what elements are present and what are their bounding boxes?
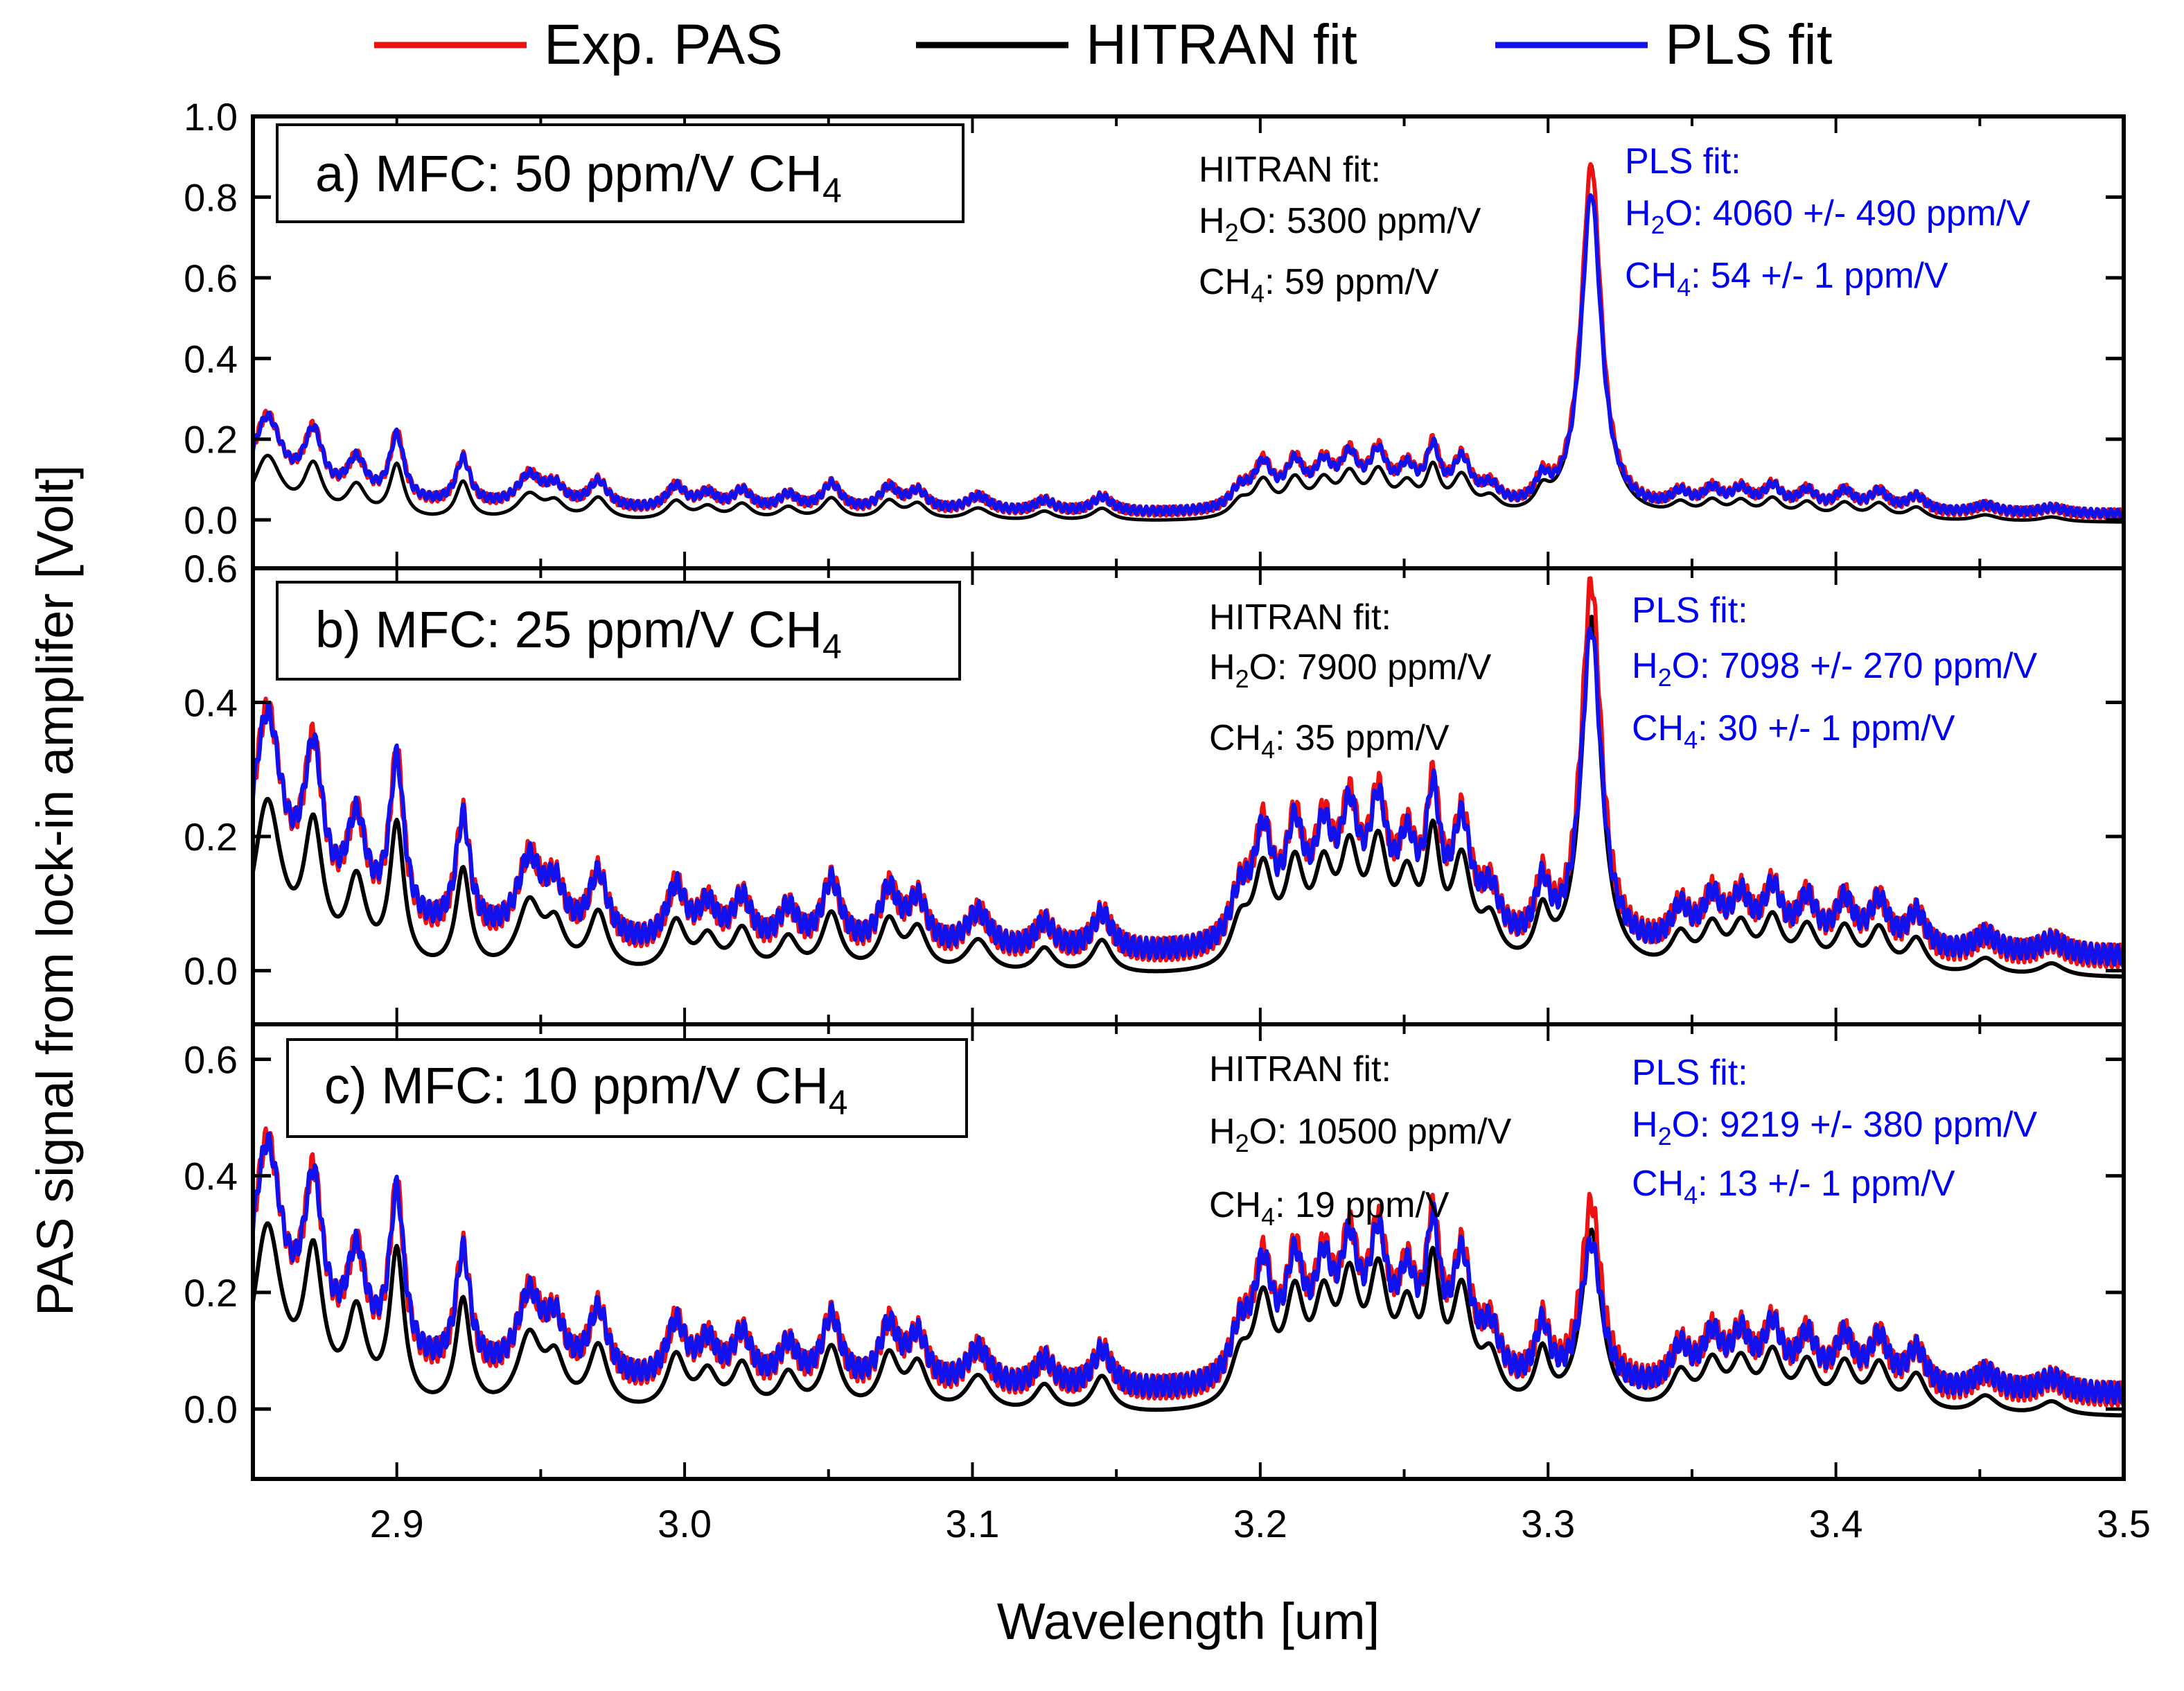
panel-a-hitran-title: HITRAN fit: <box>1199 150 1381 190</box>
panel-b-hitran-title: HITRAN fit: <box>1209 597 1391 638</box>
panel-c: 0.0 0.2 0.4 0.6 c) MFC: 10 ppm/V CH4 HITRAN… <box>184 1022 2126 1481</box>
panel-b-y-axis: 0.0 0.2 0.4 0.6 <box>184 547 2124 993</box>
panel-a-y-tick-label: 0.2 <box>184 418 238 462</box>
panel-c-hitran-note: HITRAN fit: H2O: 10500 ppm/V CH4: 19 ppm… <box>1209 1049 1512 1231</box>
legend-entry-pls: PLS fit <box>1495 13 1833 76</box>
panel-b-y-tick-label: 0.4 <box>184 681 238 725</box>
panel-c-pls-note: PLS fit: H2O: 9219 +/- 380 ppm/V CH4: 13… <box>1632 1053 2037 1209</box>
legend-entry-hitran: HITRAN fit <box>916 13 1357 76</box>
panel-c-pls-title: PLS fit: <box>1632 1053 1748 1093</box>
panel-b-y-tick-label: 0.6 <box>184 547 238 590</box>
panel-c-series-pls <box>253 1131 2124 1405</box>
panel-a-label-box: a) MFC: 50 ppm/V CH4 <box>276 123 965 223</box>
panel-a: 0.00.20.40.60.81.0 a) MFC: 50 ppm/V CH4 … <box>184 95 2126 570</box>
panel-a-hitran-note: HITRAN fit: H2O: 5300 ppm/V CH4: 59 ppm/… <box>1199 150 1481 308</box>
panel-b-series-hitran <box>253 615 2124 979</box>
y-axis-title: PAS signal from lock-in amplifer [Volt] <box>26 465 84 1316</box>
panel-a-series-pls <box>253 193 2124 520</box>
panel-b-label-box: b) MFC: 25 ppm/V CH4 <box>276 581 961 681</box>
x-tick-label: 3.5 <box>2097 1502 2151 1545</box>
panel-b-pls-note: PLS fit: H2O: 7098 +/- 270 ppm/V CH4: 30… <box>1632 590 2037 754</box>
panel-b-hitran-note: HITRAN fit: H2O: 7900 ppm/V CH4: 35 ppm/… <box>1209 597 1492 764</box>
panel-a-y-axis: 0.0 0.2 0.4 0.6 0.8 1.0 <box>184 95 2124 542</box>
x-tick-label: 3.0 <box>658 1502 712 1545</box>
x-axis-title: Wavelength [um] <box>997 1593 1380 1650</box>
legend-entry-exp: Exp. PAS <box>374 13 783 76</box>
panel-b-hitran-ch4: CH4: 35 ppm/V <box>1209 718 1450 764</box>
panel-b: 0.0 0.2 0.4 0.6 b) MFC: 25 ppm/V CH4 HITRAN… <box>184 547 2126 1026</box>
panel-c-hitran-title: HITRAN fit: <box>1209 1049 1391 1089</box>
panel-b-x-ticks <box>252 568 2125 1024</box>
panel-c-label-box: c) MFC: 10 ppm/V CH4 <box>286 1038 968 1138</box>
panel-a-series <box>253 161 2124 524</box>
panel-a-pls-note: PLS fit: H2O: 4060 +/- 490 ppm/V CH4: 54… <box>1625 141 2030 301</box>
panel-b-pls-title: PLS fit: <box>1632 590 1748 631</box>
panel-b-series <box>253 576 2124 979</box>
x-tick-label: 3.3 <box>1521 1502 1575 1545</box>
panel-a-y-tick-label: 0.0 <box>184 498 238 542</box>
panel-a-series-hitran <box>253 164 2124 524</box>
panel-a-y-tick-label: 1.0 <box>184 95 238 139</box>
panel-a-pls-ch4: CH4: 54 +/- 1 ppm/V <box>1625 256 1948 301</box>
panel-a-pls-title: PLS fit: <box>1625 141 1741 182</box>
legend-label-exp: Exp. PAS <box>544 13 783 76</box>
panel-a-y-tick-label: 0.4 <box>184 337 238 380</box>
panel-c-hitran-ch4: CH4: 19 ppm/V <box>1209 1185 1450 1231</box>
legend-label-pls: PLS fit <box>1665 13 1833 76</box>
x-tick-label: 2.9 <box>370 1502 424 1545</box>
panel-c-y-tick-label: 0.0 <box>184 1387 238 1431</box>
panel-b-pls-h2o: H2O: 7098 +/- 270 ppm/V <box>1632 646 2037 692</box>
x-tick-label: 3.2 <box>1233 1502 1287 1545</box>
legend: Exp. PAS HITRAN fit PLS fit <box>374 13 1833 76</box>
panel-b-y-tick-label: 0.2 <box>184 815 238 859</box>
panel-a-y-tick-label: 0.8 <box>184 175 238 219</box>
legend-label-hitran: HITRAN fit <box>1086 13 1357 76</box>
panel-c-y-tick-label: 0.2 <box>184 1271 238 1315</box>
x-axis: 2.9 3.0 3.1 3.2 3.3 3.4 3.5 <box>370 1502 2151 1545</box>
panel-c-pls-h2o: H2O: 9219 +/- 380 ppm/V <box>1632 1105 2037 1150</box>
x-tick-label: 3.4 <box>1809 1502 1863 1545</box>
panel-b-pls-ch4: CH4: 30 +/- 1 ppm/V <box>1632 708 1955 754</box>
panel-a-label: a) MFC: 50 ppm/V CH4 <box>315 145 842 210</box>
panel-c-frame <box>251 1022 2126 1481</box>
panel-b-series-pls <box>253 627 2124 967</box>
panel-c-series <box>253 1126 2124 1418</box>
panel-c-y-tick-label: 0.6 <box>184 1037 238 1081</box>
panel-c-y-axis: 0.0 0.2 0.4 0.6 <box>184 1037 2124 1431</box>
panel-b-label: b) MFC: 25 ppm/V CH4 <box>315 601 842 666</box>
panel-b-y-tick-label: 0.0 <box>184 949 238 993</box>
panel-c-series-hitran <box>253 1221 2124 1418</box>
panel-a-y-tick-label: 0.6 <box>184 256 238 300</box>
panel-a-hitran-h2o: H2O: 5300 ppm/V <box>1199 201 1481 247</box>
panel-a-hitran-ch4: CH4: 59 ppm/V <box>1199 262 1439 308</box>
panel-c-y-tick-label: 0.4 <box>184 1155 238 1198</box>
panel-a-pls-h2o: H2O: 4060 +/- 490 ppm/V <box>1625 193 2030 239</box>
panel-c-label: c) MFC: 10 ppm/V CH4 <box>324 1057 848 1122</box>
panel-b-hitran-h2o: H2O: 7900 ppm/V <box>1209 647 1492 693</box>
panel-c-hitran-h2o: H2O: 10500 ppm/V <box>1209 1112 1512 1157</box>
x-tick-label: 3.1 <box>946 1502 1000 1545</box>
panel-c-pls-ch4: CH4: 13 +/- 1 ppm/V <box>1632 1164 1955 1209</box>
